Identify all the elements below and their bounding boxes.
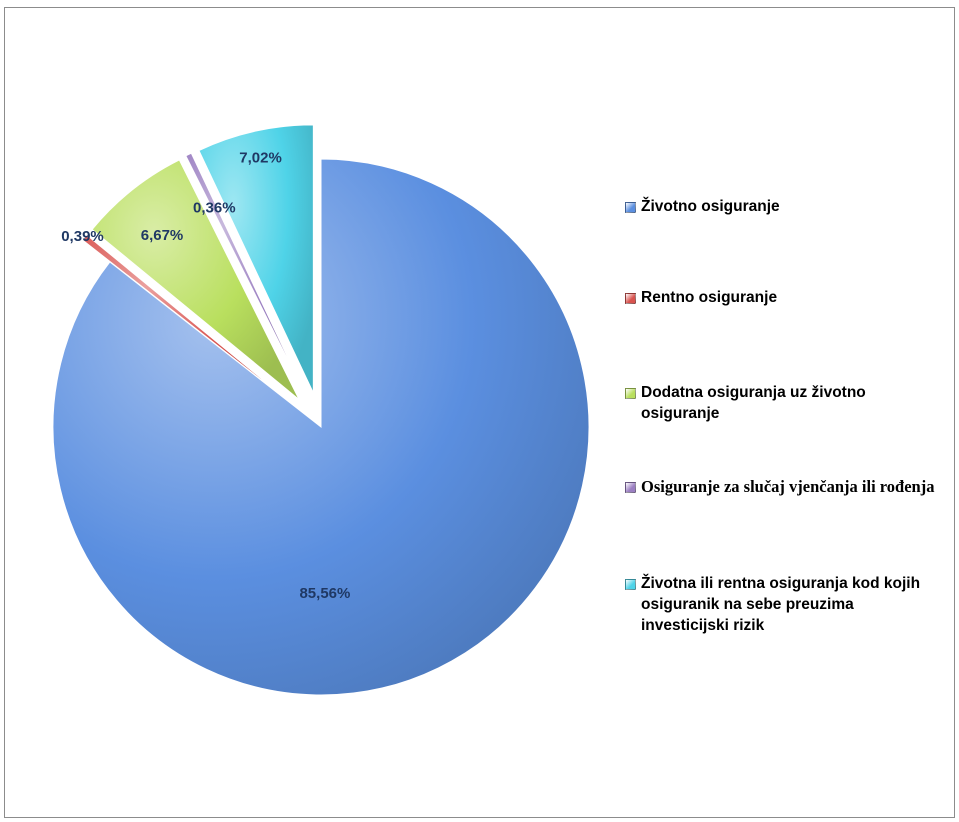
- legend-item-investicijski: Životna ili rentna osiguranja kod kojih …: [625, 573, 945, 636]
- legend-label: Životno osiguranje: [641, 198, 780, 215]
- legend-swatch: [625, 202, 636, 213]
- pie-slice: [52, 158, 590, 696]
- legend-label: Dodatna osiguranja uz životno osiguranje: [641, 384, 866, 422]
- legend-label: Osiguranje za slučaj vjenčanja ili rođen…: [641, 477, 935, 496]
- pie-slice: [81, 234, 295, 406]
- legend-swatch: [625, 482, 636, 493]
- legend-swatch: [625, 579, 636, 590]
- legend-label: Životna ili rentna osiguranja kod kojih …: [641, 575, 921, 634]
- legend-item-dodatna: Dodatna osiguranja uz životno osiguranje: [625, 382, 945, 424]
- legend-item-rentno: Rentno osiguranje: [625, 287, 945, 308]
- legend-swatch: [625, 293, 636, 304]
- slice-data-label: 0,36%: [193, 200, 236, 217]
- slice-data-label: 7,02%: [239, 149, 282, 166]
- pie-slice: [198, 124, 314, 394]
- legend-item-vjencanje: Osiguranje za slučaj vjenčanja ili rođen…: [625, 476, 945, 497]
- slice-data-label: 85,56%: [299, 585, 350, 602]
- slice-data-label: 0,39%: [61, 228, 104, 245]
- pie-slice: [91, 159, 300, 401]
- legend-label: Rentno osiguranje: [641, 289, 778, 306]
- legend-item-zivotno: Životno osiguranje: [625, 196, 945, 217]
- legend-swatch: [625, 388, 636, 399]
- pie-slice: [185, 152, 307, 396]
- slice-data-label: 6,67%: [141, 227, 184, 244]
